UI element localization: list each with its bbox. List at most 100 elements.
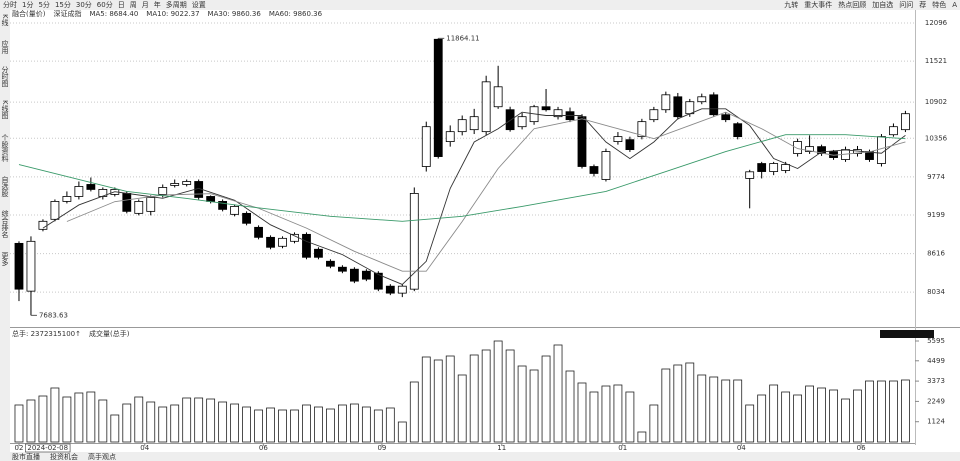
volume-bar [326, 408, 335, 443]
toolbar-tab[interactable]: 分时 [3, 0, 17, 9]
volume-selector[interactable] [880, 330, 934, 338]
x-tick-label: 2024-02-08 [27, 444, 68, 452]
candle-body [757, 163, 767, 172]
toolbar-button[interactable]: 问问 [899, 1, 913, 9]
volume-bar [290, 409, 299, 443]
ma-line [18, 134, 906, 222]
y-tick-label: 11521 [925, 57, 947, 65]
candle-body [385, 285, 395, 294]
toolbar-tab[interactable]: 1分 [22, 0, 33, 9]
volume-bar [38, 395, 48, 443]
candle-body [182, 181, 192, 185]
toolbar-tab[interactable]: 60分 [97, 0, 113, 9]
volume-bar [409, 381, 419, 443]
ma-line [66, 111, 906, 272]
candle-body [661, 94, 671, 111]
candle-body [206, 196, 216, 202]
bottom-tab[interactable]: 投资机会 [50, 452, 78, 461]
toolbar-button[interactable]: 重大事件 [804, 0, 832, 9]
sidebar-tab[interactable]: 综合排名 [1, 209, 9, 239]
volume-bar [541, 355, 551, 443]
toolbar-button[interactable]: A [952, 1, 957, 9]
bottom-bar-bg [0, 452, 960, 461]
volume-bar [314, 406, 323, 443]
candle-body [745, 171, 755, 179]
volume-bar [122, 403, 132, 443]
volume-bar [26, 399, 36, 443]
toolbar-button[interactable]: 加自选 [872, 0, 893, 9]
toolbar-button[interactable]: 热点回顾 [838, 0, 866, 9]
volume-bar [817, 387, 826, 443]
toolbar-tab[interactable]: 30分 [76, 0, 92, 9]
y-tick-label: 8034 [927, 288, 945, 296]
toolbar-tab[interactable]: 设置 [192, 0, 206, 9]
volume-bar [445, 355, 455, 443]
candle-body [314, 248, 323, 258]
toolbar-button[interactable]: 特色 [932, 0, 946, 9]
volume-bar [613, 384, 623, 443]
sidebar-tab[interactable]: 分时图 [1, 65, 9, 88]
x-tick-label: 09 [377, 444, 386, 452]
candle-body [397, 285, 407, 294]
candle-body [14, 242, 24, 290]
candle-body [469, 116, 479, 131]
volume-bar [793, 394, 803, 443]
y-tick-label: 4499 [927, 357, 945, 365]
toolbar-tab[interactable]: 月 [142, 1, 149, 9]
volume-bar [757, 394, 767, 443]
volume-bar [685, 362, 695, 443]
y-tick-label: 2249 [927, 397, 945, 405]
volume-bar [697, 374, 707, 443]
volume-bar [361, 406, 371, 443]
toolbar-tab[interactable]: 15分 [55, 0, 71, 9]
y-tick-label: 9199 [927, 211, 945, 219]
bottom-tab[interactable]: 高手观点 [88, 452, 116, 461]
toolbar-tab[interactable]: 多周期 [166, 0, 187, 9]
x-tick-label: 04 [140, 444, 149, 452]
toolbar-tab[interactable]: 日 [118, 1, 125, 9]
volume-bar [733, 379, 743, 443]
candle-body [601, 151, 611, 180]
x-tick-label: 01 [618, 444, 627, 452]
sidebar-tab[interactable]: 应用 [1, 39, 9, 55]
toolbar-tab[interactable]: 年 [154, 0, 161, 9]
sidebar-tab[interactable]: K线 [1, 14, 9, 26]
y-tick-label: 10356 [925, 134, 948, 142]
volume-bar [877, 380, 886, 443]
candle-body [673, 96, 683, 118]
candle-body [134, 201, 144, 214]
volume-bar [781, 391, 791, 443]
toolbar-bg [0, 0, 960, 10]
volume-bar [266, 407, 275, 443]
x-tick-label: 04 [737, 444, 746, 452]
volume-bar [769, 384, 779, 443]
legend-item: MA5: 8684.40 [89, 10, 138, 18]
toolbar-button[interactable]: 九转 [784, 0, 798, 9]
sidebar-tab[interactable]: 个股资料 [1, 134, 9, 163]
y-tick-label: 9774 [927, 173, 945, 181]
candle-body [697, 96, 707, 103]
volume-bar [565, 370, 575, 443]
candle-body [541, 106, 551, 111]
volume-bar [278, 409, 287, 443]
candle-body [457, 119, 467, 133]
sidebar-tab[interactable]: 自选股 [1, 175, 9, 198]
sidebar-tab[interactable]: 更多 [1, 252, 9, 267]
toolbar-tab[interactable]: 周 [130, 1, 137, 9]
x-tick-label: 06 [857, 444, 866, 452]
bottom-tab[interactable]: 股市直播 [12, 452, 40, 461]
candle-body [74, 186, 84, 197]
cursor-date-box [25, 443, 71, 453]
sidebar-tab[interactable]: K线图 [1, 100, 9, 120]
toolbar-tab[interactable]: 5分 [38, 0, 49, 9]
toolbar-button[interactable]: 荐 [919, 0, 926, 9]
candle-body [242, 212, 251, 224]
candle-body [889, 126, 898, 136]
volume-bar [721, 379, 731, 443]
candle-body [805, 146, 814, 153]
candle-body [158, 187, 168, 195]
volume-bar [517, 365, 527, 443]
volume-bar [338, 404, 347, 443]
x-tick-label: 06 [259, 444, 268, 452]
